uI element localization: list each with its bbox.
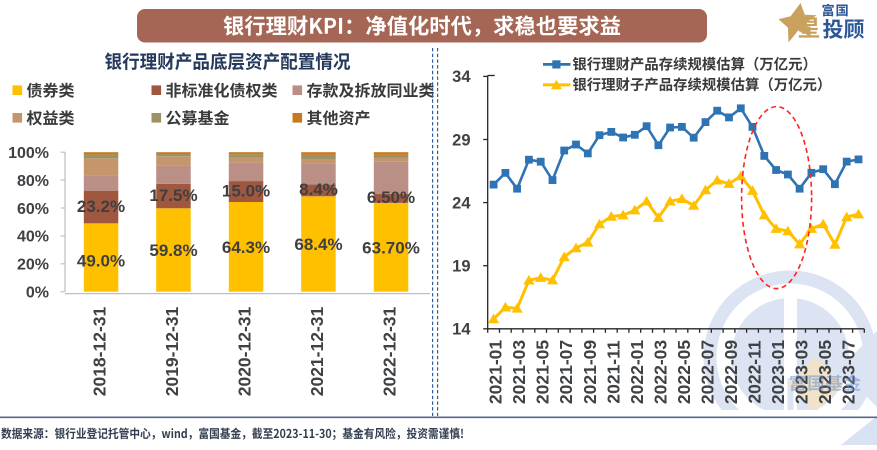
svg-text:2021-05: 2021-05	[533, 340, 553, 404]
svg-text:8.4%: 8.4%	[299, 180, 338, 199]
svg-text:2022-07: 2022-07	[698, 340, 718, 404]
svg-text:2019-12-31: 2019-12-31	[162, 306, 182, 396]
svg-text:2021-07: 2021-07	[556, 340, 576, 404]
svg-text:60%: 60%	[17, 201, 49, 218]
svg-text:29: 29	[452, 131, 470, 149]
svg-text:59.8%: 59.8%	[149, 241, 197, 260]
svg-text:23.2%: 23.2%	[77, 197, 125, 216]
svg-text:2021-01: 2021-01	[486, 340, 506, 404]
svg-text:34: 34	[452, 68, 471, 86]
svg-text:64.3%: 64.3%	[222, 238, 270, 257]
svg-text:49.0%: 49.0%	[77, 251, 125, 270]
svg-text:2023-01: 2023-01	[768, 340, 788, 404]
svg-text:17.5%: 17.5%	[149, 186, 197, 205]
svg-text:2021-09: 2021-09	[580, 340, 600, 404]
svg-text:2022-05: 2022-05	[674, 340, 694, 404]
svg-text:80%: 80%	[17, 173, 49, 190]
svg-text:2022-03: 2022-03	[650, 340, 670, 404]
svg-text:2022-12-31: 2022-12-31	[380, 306, 400, 396]
svg-text:24: 24	[452, 194, 471, 212]
svg-text:2022-09: 2022-09	[721, 340, 741, 404]
svg-text:2021-12-31: 2021-12-31	[307, 306, 327, 396]
svg-text:19: 19	[452, 258, 470, 276]
svg-text:6.50%: 6.50%	[367, 188, 415, 207]
svg-text:2022-11: 2022-11	[745, 340, 765, 404]
svg-text:0%: 0%	[26, 285, 49, 302]
svg-text:63.70%: 63.70%	[362, 238, 420, 257]
svg-text:2022-01: 2022-01	[627, 340, 647, 404]
svg-text:68.4%: 68.4%	[294, 235, 342, 254]
svg-text:14: 14	[452, 321, 471, 339]
svg-text:20%: 20%	[17, 257, 49, 274]
svg-text:2018-12-31: 2018-12-31	[90, 306, 110, 396]
svg-text:2023-03: 2023-03	[792, 340, 812, 404]
svg-text:2023-05: 2023-05	[815, 340, 835, 404]
svg-text:15.0%: 15.0%	[222, 181, 270, 200]
svg-text:40%: 40%	[17, 229, 49, 246]
svg-text:2021-03: 2021-03	[509, 340, 529, 404]
svg-text:2023-07: 2023-07	[839, 340, 859, 404]
svg-text:2021-11: 2021-11	[603, 340, 623, 404]
svg-text:100%: 100%	[8, 145, 49, 162]
svg-text:2020-12-31: 2020-12-31	[235, 306, 255, 396]
